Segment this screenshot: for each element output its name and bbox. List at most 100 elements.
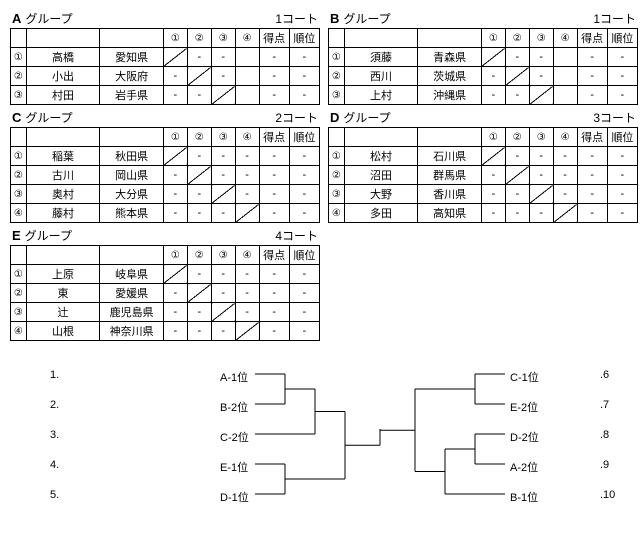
match-cell: - [187, 185, 211, 204]
player-row: ③大野香川県----- [329, 185, 638, 204]
match-cell: - [211, 322, 235, 341]
match-cell: - [187, 303, 211, 322]
round-robin-table: ①②③④得点順位①須藤青森県----②西川茨城県----③上村沖縄県---- [328, 28, 638, 105]
group-header: Dグループ3コート [328, 109, 638, 127]
col-rank: 順位 [289, 128, 319, 147]
player-row: ④藤村熊本県----- [11, 204, 320, 223]
match-cell: - [163, 303, 187, 322]
row-index: ② [11, 67, 27, 86]
match-cell: - [505, 48, 529, 67]
player-prefecture: 沖縄県 [418, 86, 481, 105]
bracket-right-seed: D-2位 [510, 429, 539, 445]
col-vs: ③ [211, 128, 235, 147]
table-header-row: ①②③④得点順位 [329, 128, 638, 147]
points-cell: - [577, 48, 607, 67]
points-cell: - [259, 166, 289, 185]
self-cell [553, 204, 577, 223]
match-cell: - [505, 204, 529, 223]
points-cell: - [259, 322, 289, 341]
col-vs: ④ [235, 29, 259, 48]
match-cell: - [163, 86, 187, 105]
player-prefecture: 大分県 [100, 185, 163, 204]
player-prefecture: 高知県 [418, 204, 481, 223]
points-cell: - [259, 86, 289, 105]
match-cell: - [235, 284, 259, 303]
group-word: グループ [25, 111, 72, 125]
match-cell: - [163, 185, 187, 204]
bracket-left-seed: B-2位 [220, 399, 248, 415]
player-prefecture: 熊本県 [100, 204, 163, 223]
row-index: ② [11, 166, 27, 185]
points-cell: - [577, 86, 607, 105]
group-D: Dグループ3コート①②③④得点順位①松村石川県-----②沼田群馬県-----③… [328, 109, 638, 223]
points-cell: - [577, 166, 607, 185]
player-name: 高橋 [26, 48, 100, 67]
player-row: ④多田高知県----- [329, 204, 638, 223]
player-name: 上村 [344, 86, 418, 105]
player-prefecture: 岩手県 [100, 86, 163, 105]
bracket-left-seed: A-1位 [220, 369, 248, 385]
group-word: グループ [25, 229, 72, 243]
player-name: 辻 [26, 303, 100, 322]
match-cell: - [553, 147, 577, 166]
row-index: ① [11, 48, 27, 67]
points-cell: - [259, 147, 289, 166]
match-cell: - [163, 166, 187, 185]
group-letter: A [12, 11, 21, 26]
rank-cell: - [607, 86, 637, 105]
player-row: ②沼田群馬県----- [329, 166, 638, 185]
match-cell: - [211, 48, 235, 67]
player-name: 大野 [344, 185, 418, 204]
player-row: ①上原岐阜県----- [11, 265, 320, 284]
player-prefecture: 岡山県 [100, 166, 163, 185]
group-header: Aグループ1コート [10, 10, 320, 28]
col-vs: ① [481, 128, 505, 147]
bracket-right-num: .6 [600, 369, 609, 381]
points-cell: - [259, 185, 289, 204]
match-cell: - [481, 166, 505, 185]
row-index: ③ [329, 185, 345, 204]
col-rank: 順位 [607, 29, 637, 48]
player-name: 藤村 [26, 204, 100, 223]
rank-cell: - [289, 67, 319, 86]
col-vs: ③ [529, 29, 553, 48]
col-vs: ② [505, 128, 529, 147]
points-cell: - [259, 303, 289, 322]
group-word: グループ [343, 111, 390, 125]
col-vs: ③ [529, 128, 553, 147]
player-prefecture: 大阪府 [100, 67, 163, 86]
row-index: ③ [11, 303, 27, 322]
bracket-right-seed: A-2位 [510, 459, 538, 475]
player-prefecture: 茨城県 [418, 67, 481, 86]
match-cell: - [187, 265, 211, 284]
col-rank: 順位 [607, 128, 637, 147]
round-robin-table: ①②③④得点順位①稲葉秋田県-----②古川岡山県-----③奥村大分県----… [10, 127, 320, 223]
row-index: ① [11, 265, 27, 284]
group-word: グループ [343, 12, 390, 26]
player-prefecture: 愛知県 [100, 48, 163, 67]
col-points: 得点 [577, 29, 607, 48]
bracket-right-num: .8 [600, 429, 609, 441]
match-cell: - [163, 204, 187, 223]
player-name: 上原 [26, 265, 100, 284]
col-vs: ① [163, 29, 187, 48]
row-index: ③ [329, 86, 345, 105]
rank-cell: - [289, 147, 319, 166]
match-cell: - [163, 284, 187, 303]
col-vs: ② [187, 246, 211, 265]
group-letter: B [330, 11, 339, 26]
self-cell [187, 284, 211, 303]
player-prefecture: 青森県 [418, 48, 481, 67]
points-cell: - [577, 204, 607, 223]
table-header-row: ①②③④得点順位 [11, 246, 320, 265]
group-A: Aグループ1コート①②③④得点順位①高橋愛知県----②小出大阪府----③村田… [10, 10, 320, 105]
match-cell: - [505, 147, 529, 166]
match-cell: - [529, 166, 553, 185]
court-label: 1コート [275, 10, 318, 27]
match-cell: - [481, 185, 505, 204]
bracket-right-num: .7 [600, 399, 609, 411]
match-cell: - [163, 67, 187, 86]
bracket-right-seed: C-1位 [510, 369, 539, 385]
player-row: ③上村沖縄県---- [329, 86, 638, 105]
empty-cell [235, 48, 259, 67]
